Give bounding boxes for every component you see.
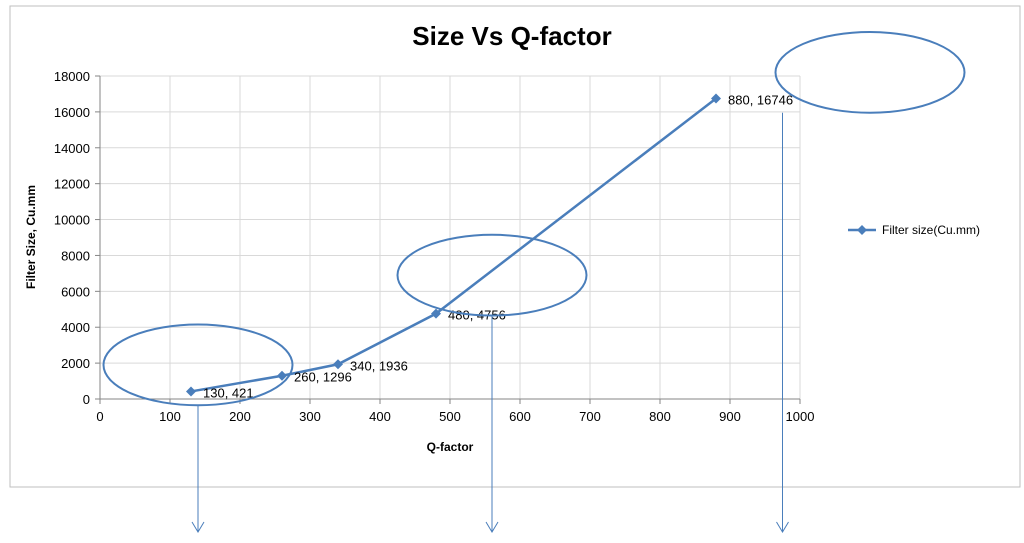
data-point bbox=[711, 93, 721, 104]
data-label: 130, 421 bbox=[203, 385, 254, 400]
y-tick-label: 0 bbox=[83, 392, 90, 407]
data-point bbox=[186, 386, 196, 397]
annotation-ellipse bbox=[774, 31, 966, 114]
y-tick-label: 14000 bbox=[54, 141, 90, 156]
y-tick-label: 6000 bbox=[61, 284, 90, 299]
annotation-arrow-head bbox=[776, 521, 789, 533]
data-label: 260, 1296 bbox=[294, 370, 352, 385]
x-tick-label: 100 bbox=[159, 409, 181, 424]
legend-marker bbox=[857, 225, 867, 235]
annotation-arrow-head bbox=[485, 521, 499, 533]
x-tick-label: 800 bbox=[649, 409, 671, 424]
data-point bbox=[333, 359, 343, 370]
y-tick-label: 10000 bbox=[54, 213, 90, 228]
gridlines bbox=[100, 75, 801, 399]
legend: Filter size(Cu.mm) bbox=[848, 223, 980, 237]
x-tick-label: 300 bbox=[299, 409, 321, 424]
data-label: 340, 1936 bbox=[350, 358, 408, 373]
x-tick-label: 400 bbox=[369, 409, 391, 424]
annotations bbox=[102, 31, 966, 533]
y-tick-label: 12000 bbox=[54, 177, 90, 192]
x-axis-title: Q-factor bbox=[427, 440, 474, 454]
y-tick-label: 16000 bbox=[54, 105, 90, 120]
y-tick-label: 4000 bbox=[61, 320, 90, 335]
x-tick-label: 1000 bbox=[786, 409, 815, 424]
tick-labels: 0 100 200 300 400 500 600 700 800 900 100002000400… bbox=[54, 69, 815, 424]
y-tick-label: 2000 bbox=[61, 356, 90, 371]
y-tick-label: 8000 bbox=[61, 248, 90, 263]
data-label: 880, 16746 bbox=[728, 93, 793, 108]
x-tick-label: 0 bbox=[96, 409, 103, 424]
x-tick-label: 700 bbox=[579, 409, 601, 424]
x-tick-label: 600 bbox=[509, 409, 531, 424]
x-tick-label: 900 bbox=[719, 409, 741, 424]
chart-area-border bbox=[9, 5, 1021, 488]
data-point bbox=[277, 370, 287, 381]
annotation-arrow-head bbox=[191, 521, 205, 533]
data-point bbox=[431, 308, 441, 319]
y-tick-label: 18000 bbox=[54, 69, 90, 84]
axes bbox=[95, 75, 801, 404]
x-tick-label: 200 bbox=[229, 409, 251, 424]
chart-title: Size Vs Q-factor bbox=[412, 21, 611, 51]
legend-label: Filter size(Cu.mm) bbox=[882, 223, 980, 237]
x-tick-label: 500 bbox=[439, 409, 461, 424]
y-axis-title: Filter Size, Cu.mm bbox=[24, 185, 38, 289]
